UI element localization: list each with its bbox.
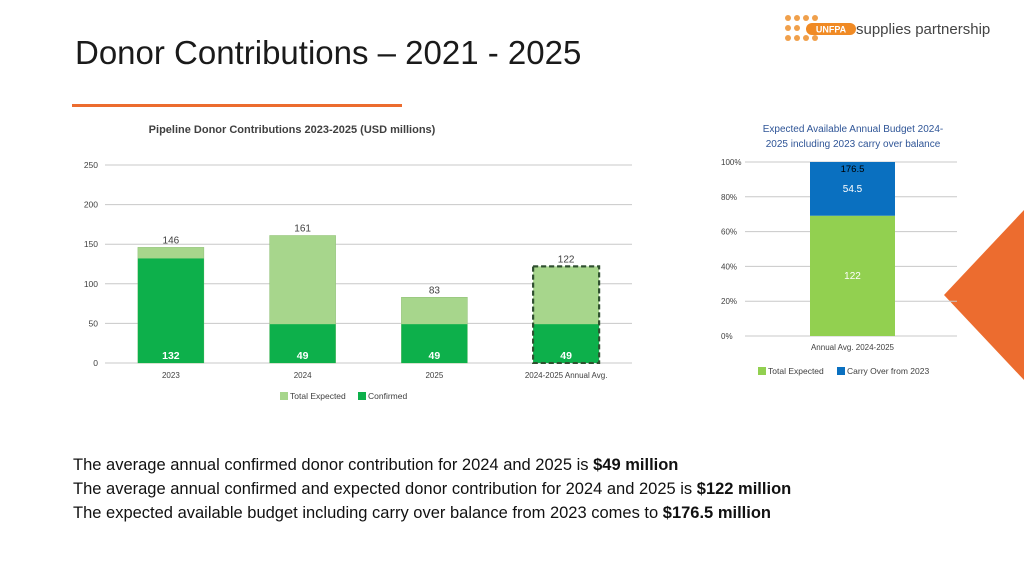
legend-label-confirmed: Confirmed bbox=[368, 391, 407, 401]
legend-label-total-expected: Total Expected bbox=[290, 391, 346, 401]
budget-stacked-chart: Expected Available Annual Budget 2024- 20… bbox=[721, 124, 957, 376]
y-tick-label: 40% bbox=[721, 262, 737, 271]
data-label-total: 176.5 bbox=[841, 164, 865, 175]
bar-confirmed bbox=[533, 324, 600, 363]
legend-swatch-total-expected bbox=[280, 392, 288, 400]
data-label-total-expected: 122 bbox=[844, 271, 861, 282]
page-title: Donor Contributions – 2021 - 2025 bbox=[75, 34, 582, 71]
data-label-carry-over: 54.5 bbox=[843, 184, 863, 195]
note-line: The average annual confirmed donor contr… bbox=[73, 456, 679, 474]
bar-confirmed bbox=[269, 324, 336, 363]
summary-notes: The average annual confirmed donor contr… bbox=[73, 453, 791, 525]
legend-label-total-expected: Total Expected bbox=[768, 366, 824, 376]
y-tick-label: 0 bbox=[93, 358, 98, 368]
y-tick-label: 20% bbox=[721, 297, 737, 306]
data-label-confirmed: 49 bbox=[429, 350, 441, 362]
legend-swatch-carry-over bbox=[837, 367, 845, 375]
note-line: The average annual confirmed and expecte… bbox=[73, 480, 792, 498]
data-label-total: 146 bbox=[163, 235, 180, 246]
x-tick-label: 2024-2025 Annual Avg. bbox=[525, 371, 608, 380]
chart-title-line: 2025 including 2023 carry over balance bbox=[766, 139, 941, 150]
corner-decoration bbox=[944, 210, 1024, 380]
data-label-confirmed: 49 bbox=[560, 350, 572, 362]
x-tick-label: 2023 bbox=[162, 371, 180, 380]
legend-label-carry-over: Carry Over from 2023 bbox=[847, 366, 929, 376]
bar-highlight-outline bbox=[532, 265, 601, 365]
y-tick-label: 100% bbox=[721, 158, 741, 167]
y-tick-label: 80% bbox=[721, 193, 737, 202]
bar-confirmed bbox=[137, 258, 204, 363]
svg-text:UNFPA: UNFPA bbox=[816, 25, 847, 35]
y-tick-label: 150 bbox=[84, 239, 98, 249]
unfpa-logo-mark: UNFPA bbox=[785, 15, 856, 41]
bar-carry-over bbox=[810, 162, 895, 216]
data-label-total: 122 bbox=[558, 254, 575, 265]
legend-swatch-confirmed bbox=[358, 392, 366, 400]
chart-title: Pipeline Donor Contributions 2023-2025 (… bbox=[149, 124, 436, 136]
x-tick-label: Annual Avg. 2024-2025 bbox=[811, 343, 895, 352]
data-label-confirmed: 49 bbox=[297, 350, 309, 362]
note-line: The expected available budget including … bbox=[73, 504, 771, 522]
data-label-total: 161 bbox=[294, 223, 311, 234]
y-tick-label: 50 bbox=[89, 318, 99, 328]
x-tick-label: 2025 bbox=[425, 371, 443, 380]
pipeline-bar-chart: Pipeline Donor Contributions 2023-2025 (… bbox=[84, 124, 632, 401]
y-tick-label: 100 bbox=[84, 279, 98, 289]
bar-total-expected bbox=[810, 215, 895, 336]
logo-text: supplies partnership bbox=[856, 21, 991, 38]
data-label-total: 83 bbox=[429, 285, 441, 296]
x-tick-label: 2024 bbox=[294, 371, 312, 380]
y-tick-label: 0% bbox=[721, 332, 733, 341]
title-underline bbox=[72, 104, 402, 107]
data-label-confirmed: 132 bbox=[162, 350, 180, 362]
y-tick-label: 250 bbox=[84, 160, 98, 170]
y-tick-label: 200 bbox=[84, 200, 98, 210]
y-tick-label: 60% bbox=[721, 228, 737, 237]
chart-title-line: Expected Available Annual Budget 2024- bbox=[763, 124, 944, 135]
bar-confirmed bbox=[401, 324, 468, 363]
legend-swatch-total-expected bbox=[758, 367, 766, 375]
